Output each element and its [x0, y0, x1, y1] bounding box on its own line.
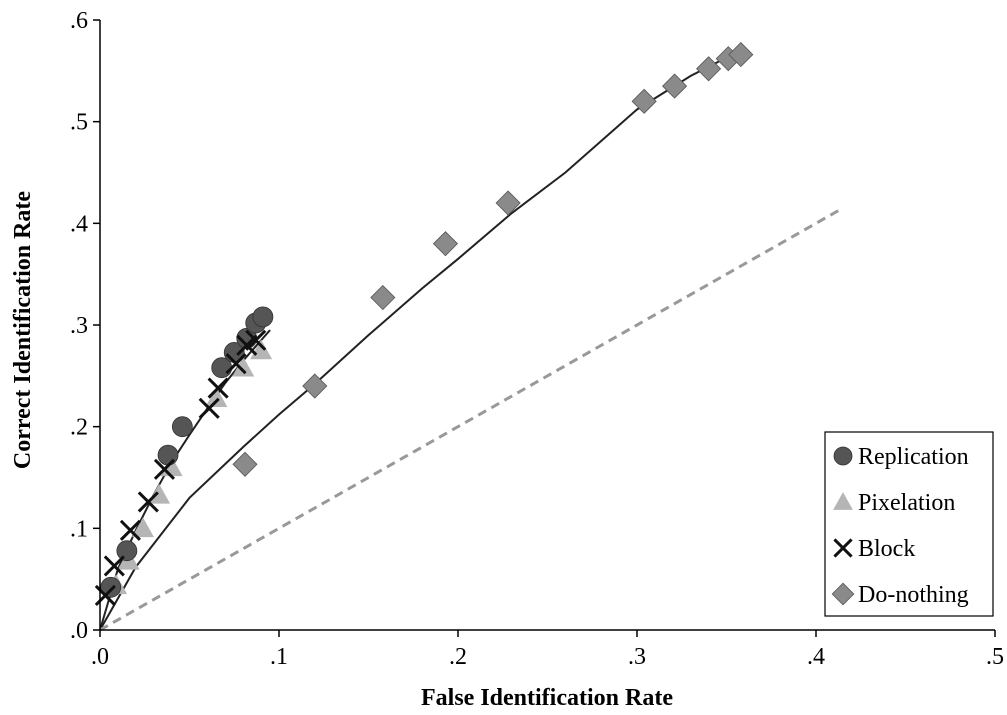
point-block — [153, 458, 176, 480]
legend-marker-do-nothing — [831, 582, 855, 606]
point-replication — [157, 444, 179, 466]
legend-label: Do-nothing — [858, 582, 969, 608]
y-tick-label: .3 — [70, 313, 88, 339]
x-tick-label: .3 — [628, 644, 646, 670]
x-tick-label: .2 — [449, 644, 467, 670]
series-replication — [100, 306, 274, 598]
point-replication — [116, 540, 138, 562]
point-block — [103, 555, 125, 577]
chance-line — [99, 206, 844, 632]
point-do-nothing — [432, 231, 459, 257]
point-block — [207, 377, 229, 399]
legend-marker-replication — [833, 446, 853, 466]
legend-label: Replication — [858, 444, 969, 470]
point-replication — [252, 306, 274, 328]
y-tick-label: .6 — [70, 8, 88, 34]
point-do-nothing — [232, 451, 258, 477]
x-tick-label: .1 — [270, 644, 288, 670]
point-block — [245, 329, 267, 351]
point-pixelation — [232, 356, 255, 377]
legend-marker-pixelation — [833, 492, 853, 510]
point-block — [198, 397, 220, 419]
point-block — [225, 353, 247, 375]
data-points — [94, 42, 754, 606]
fit-lines — [99, 47, 844, 632]
y-tick-label: .2 — [70, 415, 88, 441]
point-do-nothing — [728, 42, 754, 68]
point-do-nothing — [696, 56, 722, 82]
tick-labels: .0 .1 .2 .3 .4 .5 .0 .1 .2 .3 .4 .5 .6 — [70, 8, 1004, 670]
series-do-nothing — [232, 42, 754, 477]
point-do-nothing — [302, 373, 328, 399]
y-tick-label: .4 — [70, 211, 88, 237]
x-axis-title: False Identification Rate — [421, 685, 673, 711]
y-tick-label: .1 — [70, 516, 88, 542]
legend: Replication Pixelation Block Do-nothing — [824, 431, 994, 617]
point-do-nothing — [495, 190, 521, 216]
legend-label: Pixelation — [858, 490, 955, 516]
x-tick-label: .5 — [986, 644, 1004, 670]
y-tick-label: .5 — [70, 110, 88, 136]
point-do-nothing — [370, 284, 396, 311]
point-replication — [171, 416, 193, 438]
legend-label: Block — [858, 536, 915, 562]
legend-box — [824, 431, 994, 617]
point-pixelation — [131, 517, 154, 538]
x-tick-label: .0 — [91, 644, 109, 670]
point-do-nothing — [631, 88, 657, 114]
point-pixelation — [205, 387, 228, 407]
y-axis-title: Correct Identification Rate — [10, 191, 36, 469]
tick-marks — [93, 19, 996, 637]
point-do-nothing — [662, 73, 688, 99]
series-block — [94, 329, 267, 606]
y-tick-label: .0 — [70, 618, 88, 644]
point-block — [137, 491, 159, 513]
point-block — [94, 584, 116, 606]
point-block — [119, 519, 141, 541]
fit-curve — [99, 47, 745, 631]
x-tick-label: .4 — [807, 644, 825, 670]
legend-marker-block — [833, 538, 853, 558]
